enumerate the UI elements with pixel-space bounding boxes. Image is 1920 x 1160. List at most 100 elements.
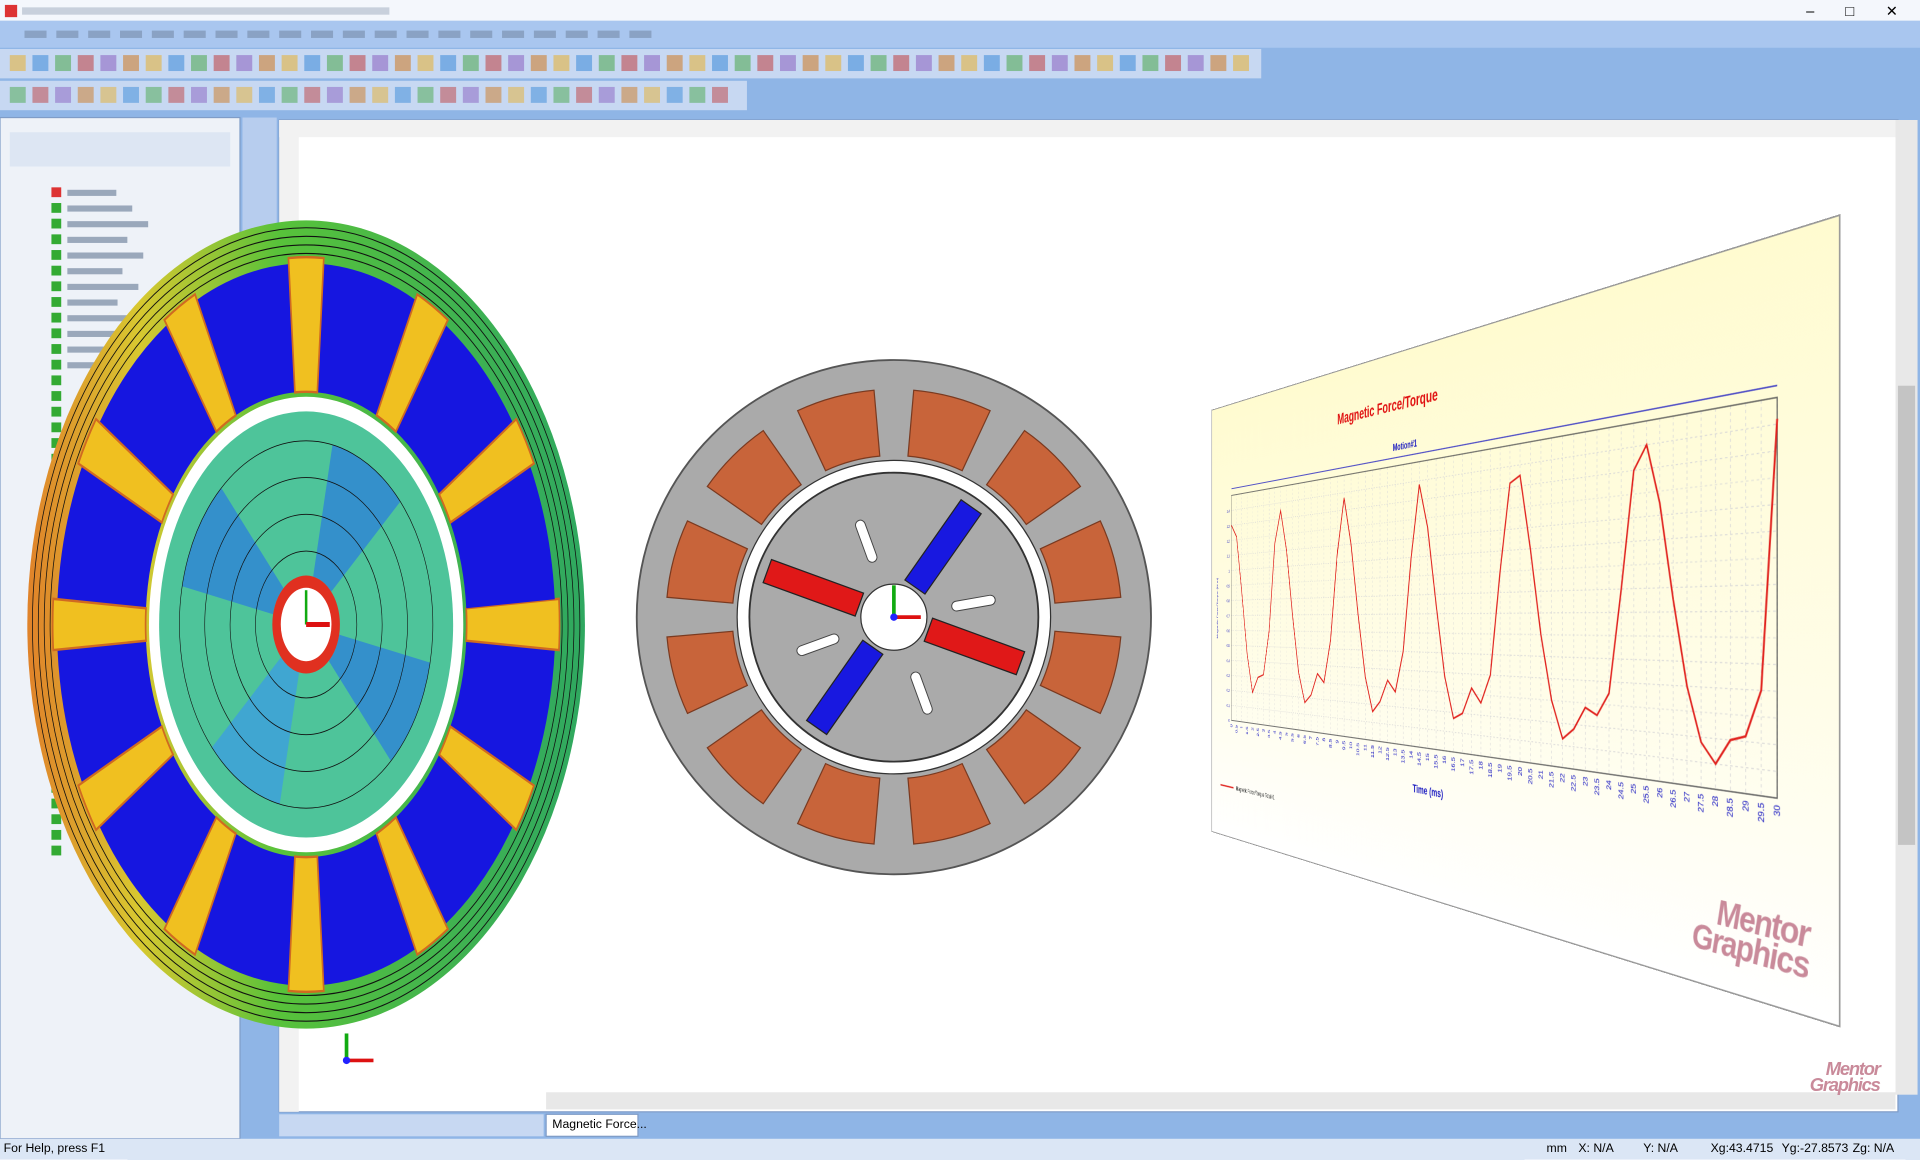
x-tick-label: 15 xyxy=(1426,753,1431,762)
grid-line xyxy=(1231,584,1777,600)
x-tick-label: 12 xyxy=(1378,746,1382,754)
x-tick-label: 24 xyxy=(1607,780,1614,791)
tool-icon xyxy=(168,86,185,103)
tree-icon xyxy=(51,391,62,401)
tool-icon xyxy=(1142,55,1159,72)
tool-icon xyxy=(213,86,230,103)
flux-line xyxy=(31,227,581,1022)
tree-text xyxy=(67,346,129,353)
tool-icon xyxy=(32,86,49,103)
tool-icon xyxy=(1097,55,1114,72)
tool-icon xyxy=(258,55,275,72)
x-tick-label: 2.5 xyxy=(1257,728,1260,737)
y-tick-label: 0.9 xyxy=(1227,583,1230,588)
menu-item xyxy=(374,30,397,38)
tool-icon xyxy=(893,55,910,72)
tool-icon xyxy=(576,86,593,103)
magnet xyxy=(923,617,1026,676)
magnet-group xyxy=(904,498,983,595)
tool-icon xyxy=(485,55,502,72)
menu-item xyxy=(151,30,174,38)
x-tick-label: 25 xyxy=(1631,783,1638,794)
close[interactable]: ✕ xyxy=(1886,4,1898,20)
x-tick-label: 28.5 xyxy=(1727,798,1736,818)
menu-item xyxy=(342,30,365,38)
slot-fea xyxy=(395,325,513,495)
winding xyxy=(907,762,991,845)
h-scrollbar[interactable] xyxy=(546,1092,1896,1110)
tool-icon xyxy=(757,55,774,72)
grid-line xyxy=(1231,675,1777,718)
winding xyxy=(985,708,1082,805)
x-tick-label: 29 xyxy=(1742,800,1751,812)
magnet-group xyxy=(923,617,1026,676)
scroll-thumb[interactable] xyxy=(1897,385,1916,845)
grid-line xyxy=(1231,558,1777,586)
x-tick-label: 27 xyxy=(1684,791,1692,803)
tool-icon xyxy=(123,55,139,72)
tool-icon xyxy=(1006,55,1023,72)
x-tick-label: 13.5 xyxy=(1402,749,1407,764)
tool-icon xyxy=(689,86,706,103)
x-tick-label: 17 xyxy=(1461,758,1466,767)
x-tick-label: 27.5 xyxy=(1698,793,1706,813)
tool-icon xyxy=(349,55,366,72)
magnet xyxy=(762,558,865,617)
x-tick-label: 14.5 xyxy=(1418,752,1423,767)
slot-fea xyxy=(395,754,513,924)
minimize[interactable]: – xyxy=(1806,4,1815,20)
tool-icon xyxy=(1119,55,1136,72)
x-tick-label: 25.5 xyxy=(1644,785,1651,804)
x-tick-label: 0.5 xyxy=(1236,725,1239,733)
doc-tab[interactable] xyxy=(545,1113,639,1137)
tool-icon xyxy=(530,55,547,72)
tool-icon xyxy=(281,86,298,103)
title-blur xyxy=(22,7,390,15)
tool-icon xyxy=(621,55,638,72)
tree-text xyxy=(67,189,117,196)
flux-line xyxy=(229,513,383,736)
slit-group xyxy=(910,671,933,715)
axis-z xyxy=(342,1056,351,1065)
tree-icon xyxy=(51,250,62,260)
tool-icon xyxy=(802,55,819,72)
x-tick-label: 10.5 xyxy=(1357,743,1361,757)
menu-item xyxy=(56,30,79,38)
tooth-fea xyxy=(375,292,450,434)
tool-icon xyxy=(77,86,94,103)
ruler-top xyxy=(279,120,1898,138)
tool-icon xyxy=(55,55,72,72)
menu-item xyxy=(279,30,302,38)
tool-icon xyxy=(9,86,26,103)
tooth-fea xyxy=(77,417,175,525)
x-tick-label: 30 xyxy=(1774,805,1783,818)
tool-icon xyxy=(304,86,321,103)
tree-text xyxy=(67,315,134,322)
status-zg: Zg: N/A xyxy=(1852,1142,1895,1156)
rotor-field xyxy=(328,634,431,761)
winding xyxy=(907,389,991,472)
tab-label[interactable]: Magnetic Force... xyxy=(552,1117,647,1132)
x-tick-label: 7 xyxy=(1310,736,1314,740)
y-tick-label: 0.5 xyxy=(1227,643,1230,648)
x-tick-label: 7.5 xyxy=(1316,737,1320,747)
x-tick-label: 29.5 xyxy=(1758,802,1767,823)
legend-label: Magnetic Force/Torque Total#1 xyxy=(1236,786,1275,802)
tool-icon xyxy=(417,86,434,103)
x-tick-label: 10 xyxy=(1350,742,1354,750)
tool-icon xyxy=(712,86,728,103)
series-line xyxy=(1231,419,1777,772)
tree-icon xyxy=(51,328,62,339)
x-tick-label: 5.5 xyxy=(1291,733,1294,742)
tool-icon xyxy=(168,55,185,72)
tree-text xyxy=(67,268,123,275)
tool-icon xyxy=(825,55,842,72)
tool-icon xyxy=(145,55,162,72)
slot-fea xyxy=(99,754,217,924)
tool-icon xyxy=(1233,55,1249,72)
maximize[interactable]: □ xyxy=(1845,4,1854,20)
menu-item xyxy=(247,30,270,38)
x-tick-label: 20 xyxy=(1518,767,1524,777)
